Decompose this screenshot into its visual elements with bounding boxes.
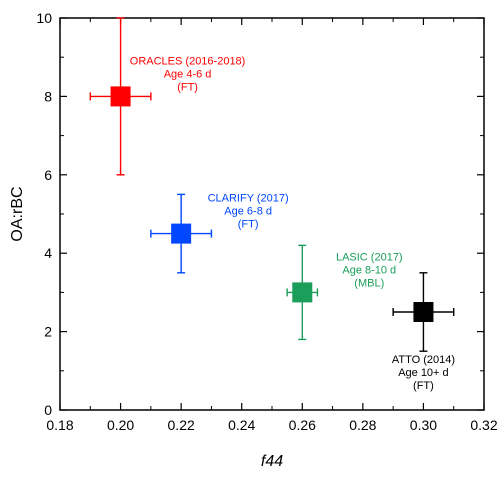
- y-axis-title: OA:rBC: [9, 186, 26, 241]
- data-point-2: [286, 244, 319, 341]
- x-tick-label: 0.20: [107, 417, 134, 433]
- point-label-line: (MBL): [354, 277, 384, 289]
- x-tick-label: 0.26: [289, 417, 316, 433]
- y-axis: 0 2 4 6 8 10: [36, 10, 484, 418]
- point-label-line: ORACLES (2016-2018): [130, 55, 246, 67]
- x-tick-label: 0.24: [228, 417, 255, 433]
- data-points: [89, 17, 455, 352]
- y-tick-label: 8: [44, 88, 52, 104]
- point-label-line: (FT): [238, 219, 259, 231]
- x-axis: 0.18 0.20 0.22 0.24 0.26 0.28 0.30 0.32: [46, 18, 498, 433]
- point-label-line: (FT): [177, 81, 198, 93]
- data-point-3: [392, 272, 455, 352]
- y-tick-label: 4: [44, 245, 52, 261]
- data-point-1: [150, 193, 213, 274]
- y-tick-label: 0: [44, 402, 52, 418]
- y-tick-label: 2: [44, 324, 52, 340]
- point-label-1: CLARIFY (2017) Age 6-8 d (FT): [208, 193, 289, 231]
- data-point-0: [89, 17, 152, 176]
- annotations: ORACLES (2016-2018) Age 4-6 d (FT)CLARIFY …: [130, 55, 455, 392]
- point-label-3: ATTO (2014) Age 10+ d (FT): [392, 354, 455, 392]
- x-axis-title: f44: [261, 453, 283, 470]
- point-label-line: Age 8-10 d: [342, 264, 396, 276]
- x-tick-label: 0.28: [349, 417, 376, 433]
- point-label-2: LASIC (2017) Age 8-10 d (MBL): [336, 251, 403, 289]
- y-tick-label: 6: [44, 167, 52, 183]
- point-label-0: ORACLES (2016-2018) Age 4-6 d (FT): [130, 55, 246, 93]
- point-label-line: Age 10+ d: [398, 367, 448, 379]
- square-marker: [413, 302, 434, 322]
- point-label-line: CLARIFY (2017): [208, 193, 289, 205]
- x-tick-label: 0.30: [410, 417, 437, 433]
- x-tick-label: 0.32: [470, 417, 497, 433]
- square-marker: [171, 223, 192, 244]
- point-label-line: Age 6-8 d: [224, 206, 272, 218]
- square-marker: [292, 282, 313, 303]
- x-tick-label: 0.18: [46, 417, 73, 433]
- point-label-line: (FT): [413, 380, 434, 392]
- x-tick-label: 0.22: [168, 417, 195, 433]
- y-tick-label: 10: [36, 10, 52, 26]
- point-label-line: Age 4-6 d: [164, 68, 212, 80]
- point-label-line: LASIC (2017): [336, 251, 403, 263]
- point-label-line: ATTO (2014): [392, 354, 455, 366]
- square-marker: [110, 86, 131, 107]
